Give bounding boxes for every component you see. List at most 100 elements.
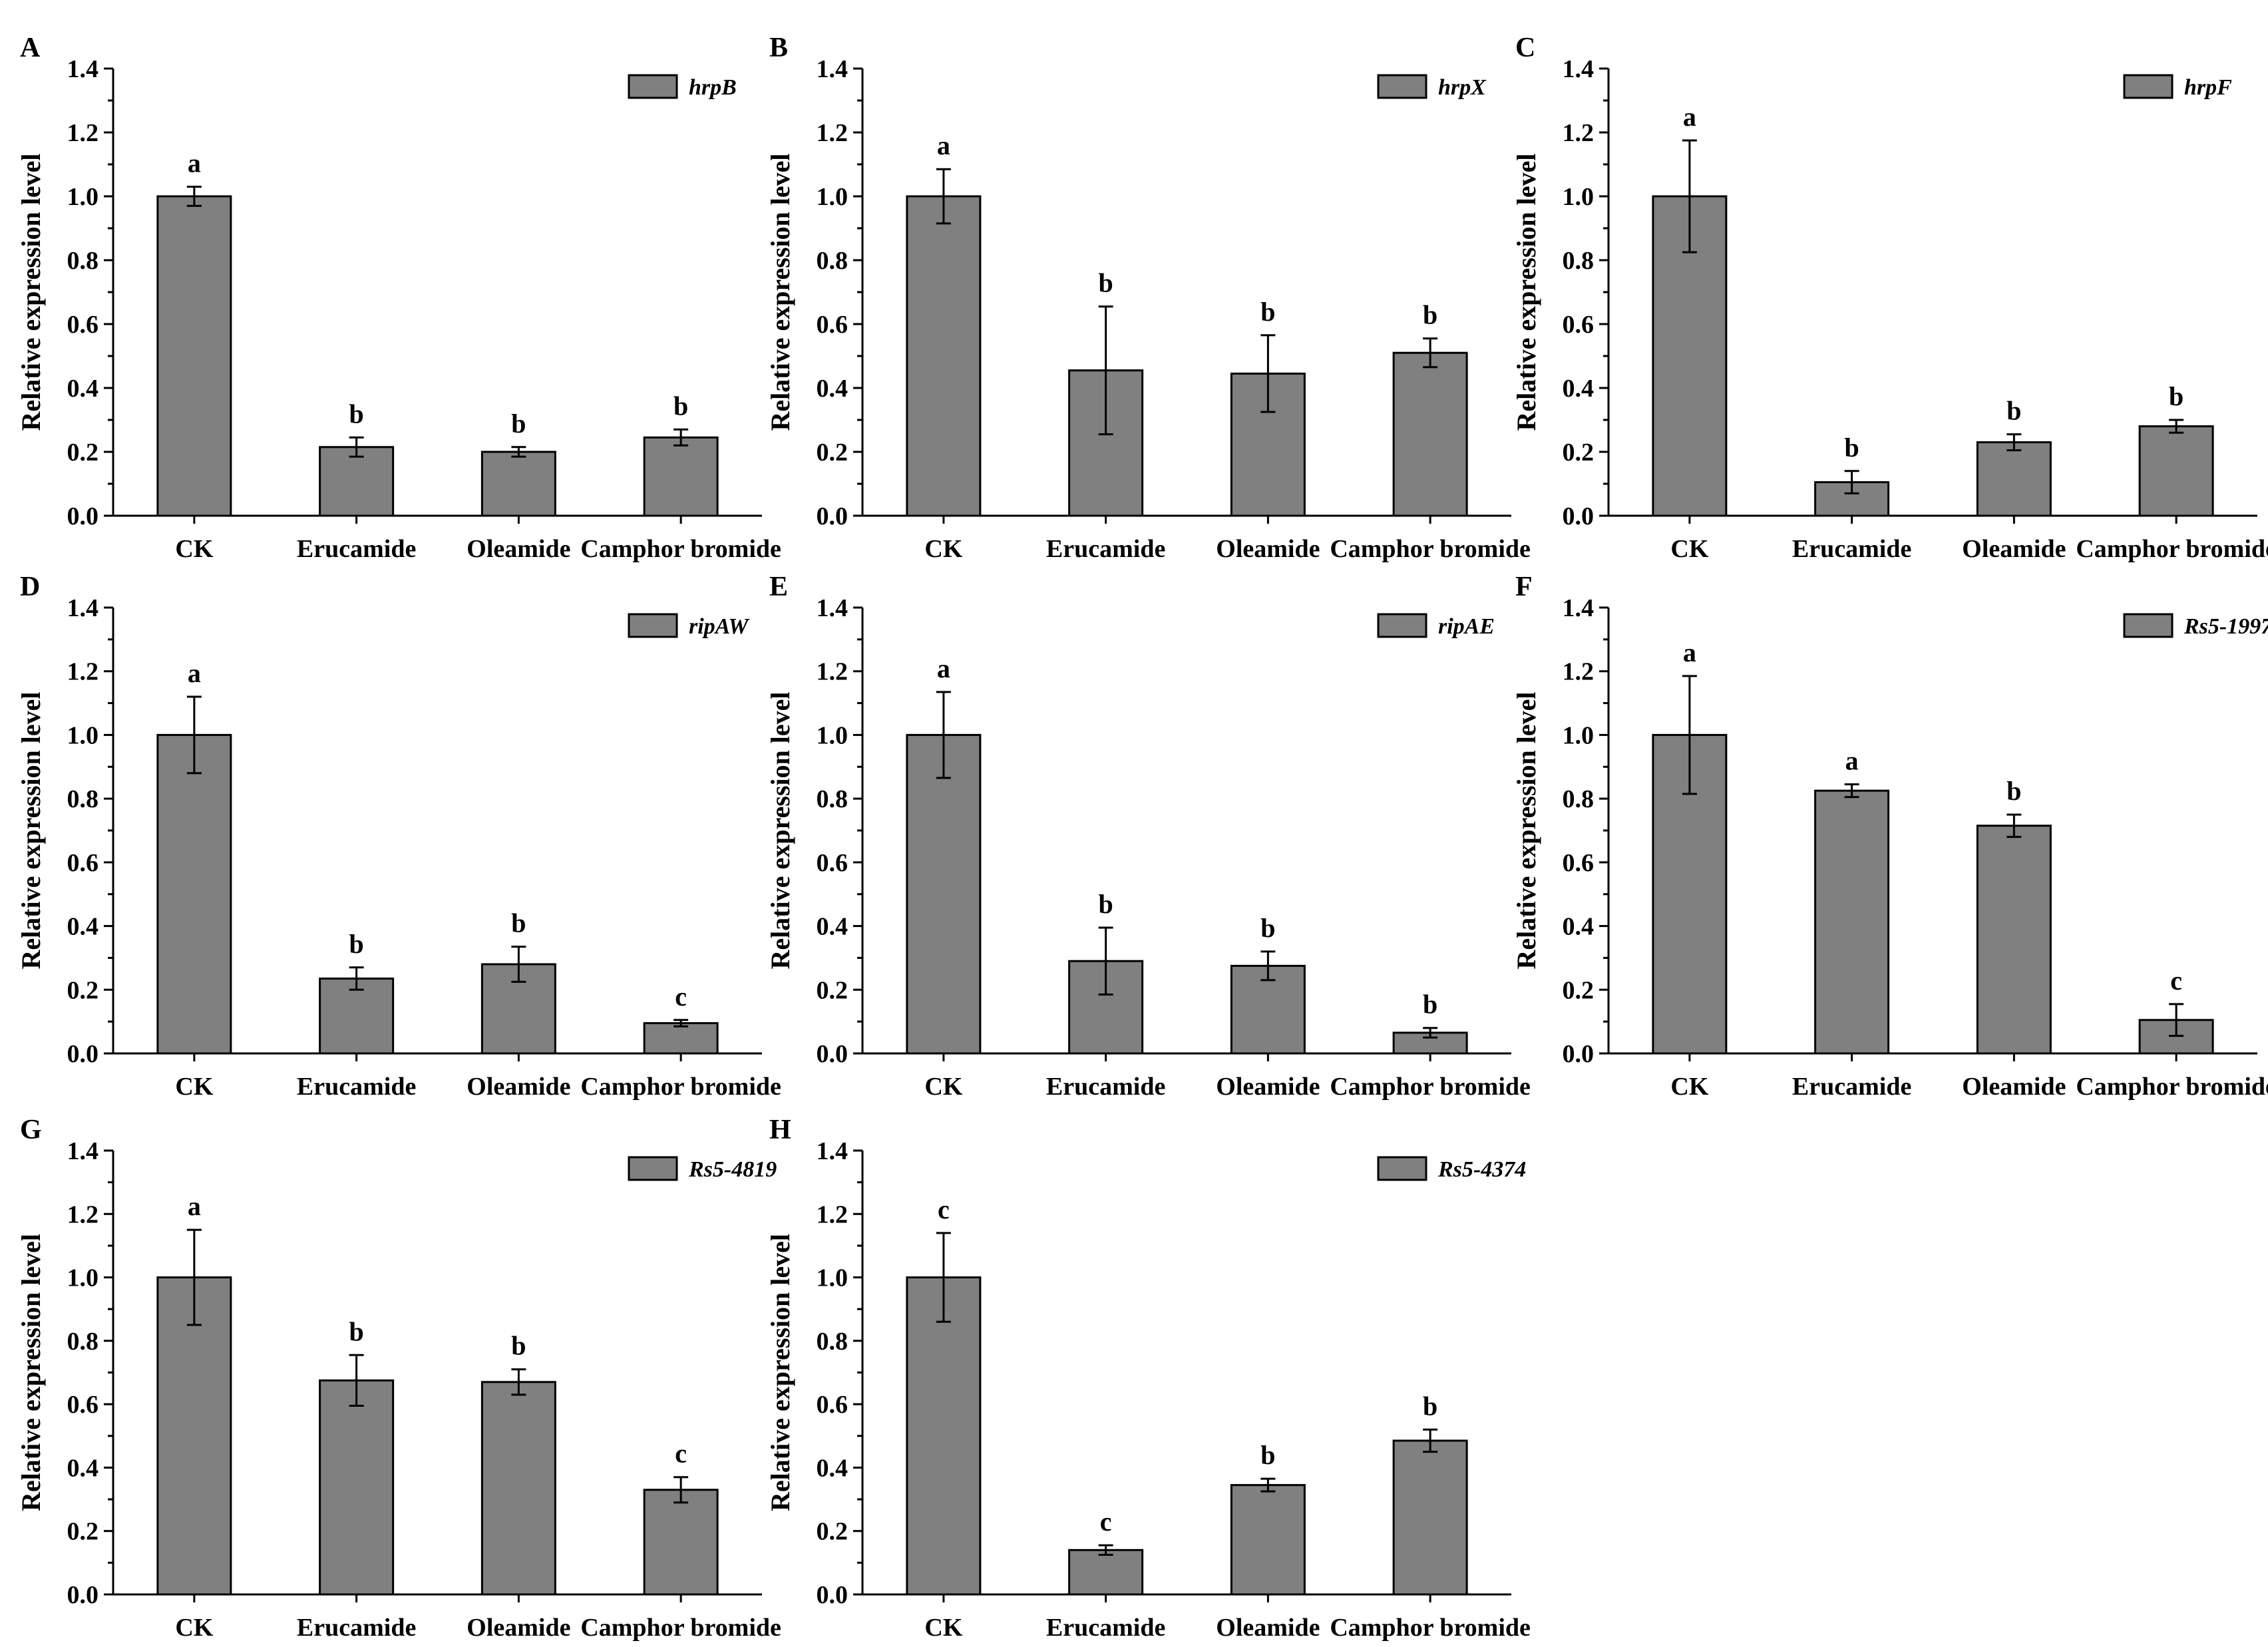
chart-panel-f: F 0.0 0.2 0.4 0.6 0.8 1.0 1.2 1.4 Relative expres…: [1511, 572, 2268, 1101]
y-tick-label: 0.8: [1563, 247, 1595, 275]
bar: [1392, 1439, 1468, 1596]
significance-letter: a: [1845, 746, 1859, 776]
x-tick-label: Oleamide: [1962, 535, 2066, 563]
x-tick-label: Oleamide: [1216, 1073, 1320, 1101]
x-tick-label: Erucamide: [1792, 535, 1911, 563]
y-tick-label: 0.2: [67, 976, 99, 1004]
y-tick-label: 0.4: [1563, 913, 1595, 941]
y-tick-label: 0.0: [67, 502, 99, 530]
legend-label: hrpF: [2184, 75, 2232, 100]
y-tick-label: 0.4: [817, 1454, 849, 1482]
significance-letter: a: [1683, 638, 1696, 667]
significance-letter: b: [673, 391, 688, 421]
bar: [156, 195, 232, 517]
significance-letter: c: [2170, 966, 2182, 996]
chart-panel-d: D 0.0 0.2 0.4 0.6 0.8 1.0 1.2 1.4 Relative expres…: [16, 572, 781, 1101]
significance-letter: a: [188, 148, 201, 178]
y-tick-label: 0.6: [1563, 849, 1595, 877]
bar: [1976, 441, 2052, 517]
y-tick-label: 0.2: [67, 439, 99, 466]
legend-swatch: [628, 1156, 678, 1181]
y-tick-label: 0.8: [67, 1328, 99, 1356]
legend-swatch: [2123, 613, 2174, 638]
significance-letter: a: [188, 1191, 201, 1221]
y-tick-label: 1.2: [67, 119, 99, 147]
x-tick-label: Oleamide: [1216, 1614, 1320, 1642]
y-axis-title: Relative expression level: [1511, 692, 1541, 970]
bar: [156, 733, 232, 1055]
significance-letter: c: [1100, 1507, 1112, 1537]
y-tick-label: 0.8: [1563, 785, 1595, 813]
legend-label: ripAW: [689, 614, 750, 639]
y-axis-title: Relative expression level: [765, 692, 795, 970]
y-tick-label: 1.2: [1563, 119, 1595, 147]
significance-letter: b: [2006, 776, 2021, 806]
x-tick-label: CK: [924, 1073, 962, 1101]
y-tick-label: 0.6: [1563, 311, 1595, 339]
x-tick-label: Erucamide: [297, 1614, 416, 1642]
y-tick-label: 1.0: [67, 1264, 99, 1292]
chart-panel-a: A 0.0 0.2 0.4 0.6 0.8 1.0 1.2 1.4 Relative expres…: [16, 33, 781, 563]
bar: [906, 733, 982, 1055]
chart-panel-c: C 0.0 0.2 0.4 0.6 0.8 1.0 1.2 1.4 Relative expres…: [1511, 33, 2268, 563]
panel-label: C: [1515, 33, 1535, 63]
panel-label: B: [769, 33, 788, 63]
y-tick-label: 1.2: [67, 658, 99, 686]
x-tick-label: Oleamide: [1962, 1073, 2066, 1101]
y-tick-label: 0.4: [67, 913, 99, 941]
y-tick-label: 1.0: [1563, 721, 1595, 749]
x-tick-label: Camphor bromide: [580, 1614, 781, 1642]
x-tick-label: CK: [175, 1614, 213, 1642]
y-tick-label: 1.0: [817, 721, 849, 749]
legend-swatch: [1377, 1156, 1427, 1181]
chart-panel-e: E 0.0 0.2 0.4 0.6 0.8 1.0 1.2 1.4 Relative expres…: [765, 572, 1531, 1101]
x-tick-label: CK: [924, 535, 962, 563]
y-tick-label: 0.8: [67, 247, 99, 275]
y-tick-label: 0.2: [817, 976, 849, 1004]
x-tick-label: Camphor bromide: [2076, 535, 2268, 563]
y-tick-label: 0.0: [817, 1581, 849, 1609]
significance-letter: b: [1423, 300, 1437, 330]
y-tick-label: 0.6: [817, 311, 849, 339]
y-tick-label: 0.8: [817, 1328, 849, 1356]
bar: [643, 436, 719, 517]
y-tick-label: 1.0: [817, 1264, 849, 1292]
y-tick-label: 0.6: [67, 849, 99, 877]
x-tick-label: Camphor bromide: [1330, 1614, 1531, 1642]
x-tick-label: Oleamide: [1216, 535, 1320, 563]
legend-label: Rs5-1997: [2183, 614, 2268, 639]
y-tick-label: 1.0: [67, 183, 99, 211]
x-tick-label: Erucamide: [297, 535, 416, 563]
y-tick-label: 0.0: [817, 1040, 849, 1068]
significance-letter: b: [1260, 1440, 1275, 1470]
x-tick-label: CK: [175, 1073, 213, 1101]
y-axis-title: Relative expression level: [765, 1234, 795, 1511]
significance-letter: b: [511, 908, 526, 938]
panel-label: F: [1515, 572, 1533, 602]
bar: [1230, 1484, 1306, 1596]
y-tick-label: 1.4: [1563, 55, 1595, 83]
bar: [1392, 351, 1468, 517]
legend-label: Rs5-4819: [688, 1157, 777, 1182]
significance-letter: a: [937, 653, 950, 683]
x-tick-label: Camphor bromide: [1330, 535, 1531, 563]
x-tick-label: Oleamide: [467, 1614, 570, 1642]
legend-swatch: [1377, 74, 1427, 99]
panel-label: G: [20, 1115, 42, 1145]
x-tick-label: Erucamide: [1046, 1614, 1165, 1642]
significance-letter: b: [349, 1316, 364, 1346]
significance-letter: b: [1423, 990, 1437, 1019]
y-tick-label: 0.6: [67, 1391, 99, 1419]
y-tick-label: 1.2: [67, 1200, 99, 1228]
y-tick-label: 0.4: [817, 913, 849, 941]
bar: [480, 451, 556, 517]
y-tick-label: 1.4: [67, 594, 99, 622]
bar: [480, 1381, 556, 1596]
y-tick-label: 1.4: [67, 55, 99, 83]
significance-letter: b: [1260, 297, 1275, 327]
y-tick-label: 1.2: [1563, 658, 1595, 686]
y-tick-label: 0.6: [817, 849, 849, 877]
significance-letter: c: [675, 982, 687, 1011]
y-tick-label: 1.4: [817, 594, 849, 622]
